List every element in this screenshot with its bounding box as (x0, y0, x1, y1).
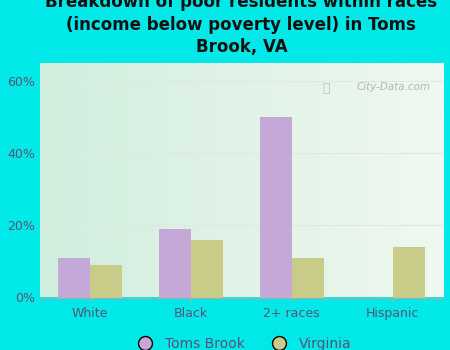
Bar (90, 265, 122, 298)
Text: ⓘ: ⓘ (323, 82, 330, 95)
Title: Breakdown of poor residents within races
(income below poverty level) in Toms
Br: Breakdown of poor residents within races… (45, 0, 437, 56)
Bar (191, 240, 223, 298)
Text: City-Data.com: City-Data.com (357, 82, 431, 92)
Bar (159, 229, 191, 298)
Bar (393, 247, 425, 298)
Bar (292, 258, 324, 298)
Bar (58, 258, 90, 298)
Legend: Toms Brook, Virginia: Toms Brook, Virginia (126, 331, 357, 350)
Bar (260, 117, 292, 298)
